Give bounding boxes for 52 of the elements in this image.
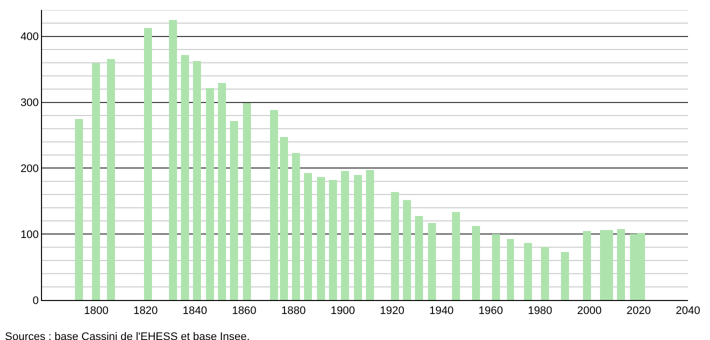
bar (391, 192, 399, 300)
x-tick-label: 1820 (133, 305, 158, 318)
bar (75, 119, 83, 300)
bar (169, 20, 177, 300)
bar (193, 61, 201, 300)
bar (583, 231, 591, 300)
bar (452, 212, 460, 300)
bar (230, 121, 238, 300)
y-tick-label: 400 (20, 31, 39, 44)
x-tick-label: 1800 (84, 305, 108, 318)
bar (92, 63, 100, 300)
bar (181, 55, 189, 300)
bar (280, 137, 288, 300)
x-tick-label: 2000 (577, 305, 602, 318)
bar (541, 247, 549, 300)
bar (218, 83, 226, 300)
x-tick-label: 1900 (330, 305, 356, 318)
bar (270, 110, 278, 300)
x-tick-label: 2040 (676, 305, 700, 318)
x-tick-label: 2020 (626, 305, 651, 318)
source-note: Sources : base Cassini de l'EHESS et base Insee. (5, 331, 250, 340)
y-tick-label: 0 (32, 294, 39, 307)
bar (243, 103, 251, 300)
bar (341, 171, 349, 300)
bar (144, 28, 152, 300)
bar (472, 226, 480, 300)
x-tick-label: 1980 (528, 305, 552, 318)
x-tick-label: 1860 (232, 305, 256, 318)
bar (524, 243, 532, 300)
bar (304, 173, 312, 300)
y-tick-label: 300 (20, 97, 39, 110)
y-tick-label: 200 (20, 163, 39, 176)
bar (617, 229, 625, 300)
y-tick-label: 100 (20, 228, 39, 241)
bar (354, 175, 362, 300)
bar (317, 177, 325, 300)
x-tick-label: 1840 (182, 305, 208, 318)
bar (403, 200, 411, 300)
bar (492, 234, 500, 300)
x-tick-label: 1920 (380, 305, 404, 318)
bar (507, 239, 514, 300)
bar (107, 59, 115, 300)
x-tick-label: 1940 (429, 305, 454, 318)
x-tick-label: 1960 (478, 305, 503, 318)
bar (415, 216, 423, 300)
bar (428, 223, 436, 300)
bar (206, 88, 214, 300)
bar (366, 170, 374, 300)
bar (329, 180, 337, 300)
bar (561, 252, 569, 300)
x-tick-label: 1880 (281, 305, 306, 318)
bar (292, 153, 300, 300)
